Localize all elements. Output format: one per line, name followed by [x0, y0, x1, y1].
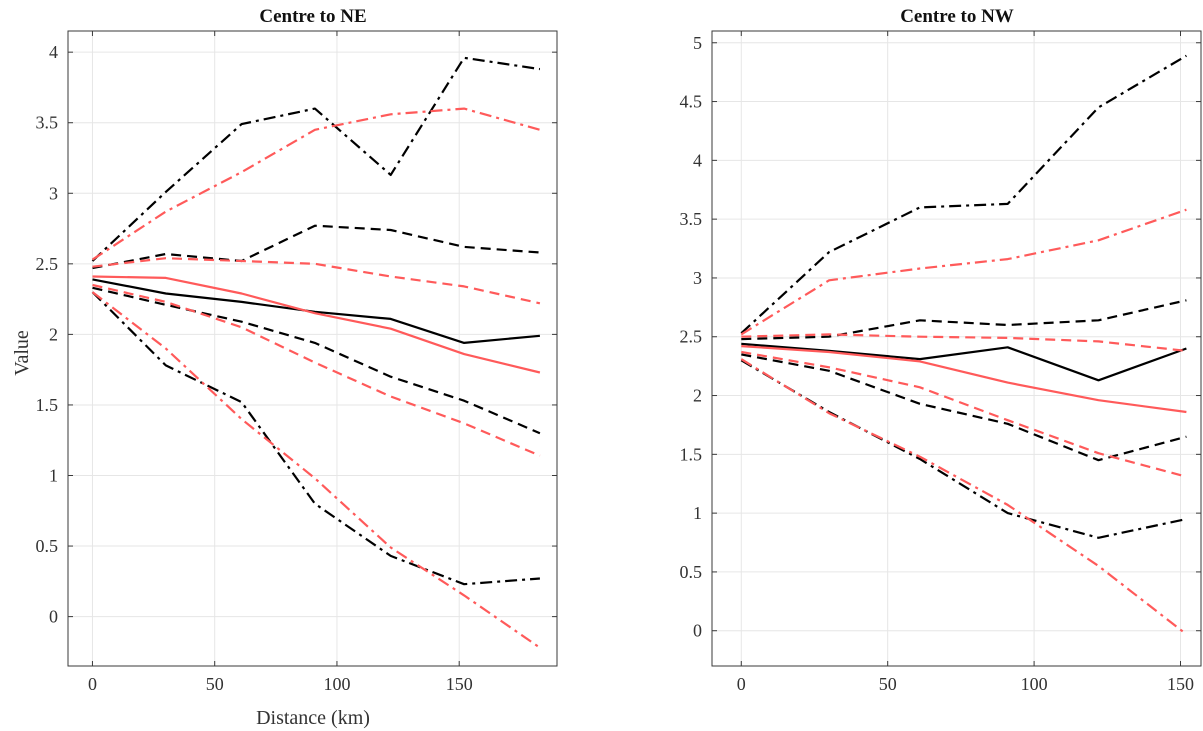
- series-line-4: [92, 286, 541, 435]
- y-tick-label: 2: [693, 386, 702, 406]
- chart-panel-ne: Centre to NE Distance (km) Value 0 50 100 1…: [11, 6, 558, 729]
- y-tick-label: 3.5: [680, 209, 703, 229]
- x-tick-label: 50: [206, 674, 224, 694]
- series-line-2: [741, 345, 1187, 414]
- y-tick-label: 5: [693, 33, 702, 53]
- series-line-4: [741, 353, 1187, 462]
- series-line-5: [92, 257, 541, 305]
- series-line-3: [741, 299, 1187, 341]
- y-tick-label: 1: [693, 503, 702, 523]
- x-tick-label: 50: [879, 674, 897, 694]
- x-tick-label: 100: [1021, 674, 1048, 694]
- series-line-6: [741, 350, 1187, 478]
- y-tick-label: 1.5: [680, 444, 703, 464]
- series-line-6: [92, 283, 541, 457]
- x-axis-label: Distance (km): [256, 707, 370, 729]
- series-line-5: [741, 333, 1187, 352]
- y-axis-label: Value: [11, 330, 33, 376]
- y-tick-label: 2.5: [680, 327, 703, 347]
- y-tick-label: 3: [49, 183, 58, 203]
- series-line-1: [741, 342, 1187, 382]
- chart-title: Centre to NE: [259, 6, 366, 27]
- x-tick-label: 0: [88, 674, 97, 694]
- y-tick-label: 3: [693, 268, 702, 288]
- y-tick-label: 2.5: [36, 254, 59, 274]
- y-tick-label: 4: [693, 150, 702, 170]
- x-tick-label: 0: [737, 674, 746, 694]
- y-tick-label: 3.5: [36, 113, 59, 133]
- y-tick-label: 1.5: [36, 395, 59, 415]
- chart-title: Centre to NW: [900, 6, 1014, 27]
- y-tick-label: 0.5: [680, 562, 703, 582]
- series-line-10: [740, 358, 1188, 636]
- y-tick-label: 1: [49, 466, 58, 486]
- plot-frame: [67, 30, 558, 667]
- x-tick-label: 150: [446, 674, 473, 694]
- series-line-9: [740, 208, 1187, 336]
- y-tick-label: 4: [49, 42, 58, 62]
- series-line-1: [92, 278, 541, 344]
- y-tick-label: 0: [693, 621, 702, 641]
- series-line-2: [92, 275, 541, 374]
- x-tick-label: 100: [323, 674, 350, 694]
- y-tick-label: 2: [49, 324, 58, 344]
- series-line-7: [91, 56, 541, 262]
- y-tick-label: 0.5: [36, 536, 59, 556]
- x-tick-label: 150: [1167, 674, 1194, 694]
- y-tick-label: 4.5: [680, 92, 703, 112]
- series-line-8: [91, 291, 540, 586]
- y-tick-label: 0: [49, 607, 58, 627]
- series-line-10: [91, 291, 541, 649]
- plot-frame: [711, 30, 1202, 667]
- series-line-7: [740, 54, 1187, 335]
- series-line-3: [92, 224, 540, 270]
- series-line-8: [740, 359, 1187, 539]
- series-line-9: [91, 107, 541, 261]
- chart-panel-nw: Centre to NW 0 50 100 150 0 0.5 1 1.5 2 2.5 3 3.5 4 4…: [680, 6, 1202, 694]
